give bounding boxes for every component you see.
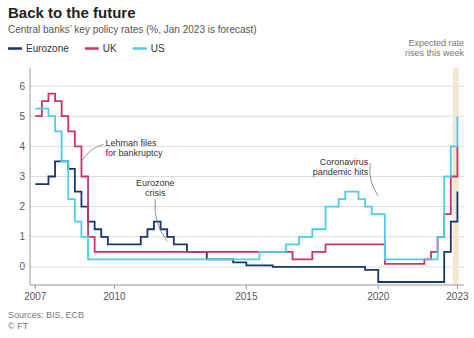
x-tick-label: 2023 xyxy=(446,291,469,302)
x-tick-label: 2007 xyxy=(24,291,47,302)
grid-line xyxy=(30,146,464,147)
grid-line xyxy=(30,116,464,117)
annotation: Coronaviruspandemic hits xyxy=(313,157,369,177)
x-tick xyxy=(35,285,36,289)
y-tick-label: 3 xyxy=(19,171,25,182)
x-tick xyxy=(457,285,458,289)
y-tick-label: 6 xyxy=(19,81,25,92)
y-tick-label: 2 xyxy=(19,201,25,212)
legend: Eurozone UK US xyxy=(8,43,165,54)
title: Back to the future xyxy=(8,4,136,21)
y-tick-label: 0 xyxy=(19,261,25,272)
x-tick xyxy=(114,285,115,289)
y-tick-label: 4 xyxy=(19,141,25,152)
shade-label: Expected raterises this week xyxy=(405,38,465,58)
annotation: Lehman filesfor bankruptcy xyxy=(105,138,163,158)
legend-label: US xyxy=(151,43,165,54)
series-line xyxy=(35,109,457,260)
annotation: Eurozonecrisis xyxy=(136,178,175,198)
y-tick-label: 5 xyxy=(19,111,25,122)
y-tick-label: 1 xyxy=(19,231,25,242)
x-tick-label: 2015 xyxy=(235,291,258,302)
annotation-connector xyxy=(155,199,167,241)
annotations: Lehman filesfor bankruptcy Eurozonecrisis… xyxy=(81,138,378,241)
plot-area xyxy=(35,68,458,285)
grid-line xyxy=(30,206,464,207)
x-tick-label: 2020 xyxy=(367,291,390,302)
series-line xyxy=(35,94,457,264)
annotation-connector xyxy=(370,163,379,196)
y-axis: 0 1 2 3 4 5 6 xyxy=(19,81,464,273)
x-axis: 2007 2010 2015 2020 2023 xyxy=(24,285,469,302)
x-tick-label: 2010 xyxy=(103,291,126,302)
grid-line xyxy=(30,86,464,87)
annotation-connector xyxy=(81,144,103,161)
y-axis-line xyxy=(30,68,31,285)
grid-line xyxy=(30,266,464,267)
x-axis-line xyxy=(30,285,464,286)
x-tick xyxy=(378,285,379,289)
legend-swatch xyxy=(133,47,147,50)
grid-line xyxy=(30,176,464,177)
legend-swatch xyxy=(85,47,99,50)
legend-swatch xyxy=(8,47,22,50)
legend-label: UK xyxy=(103,43,117,54)
sources: Sources: BIS, ECB© FT xyxy=(8,310,84,331)
subtitle: Central banks’ key policy rates (%, Jan … xyxy=(8,24,257,35)
x-tick xyxy=(246,285,247,289)
chart: Back to the future Central banks’ key pol… xyxy=(0,0,474,338)
legend-label: Eurozone xyxy=(26,43,69,54)
